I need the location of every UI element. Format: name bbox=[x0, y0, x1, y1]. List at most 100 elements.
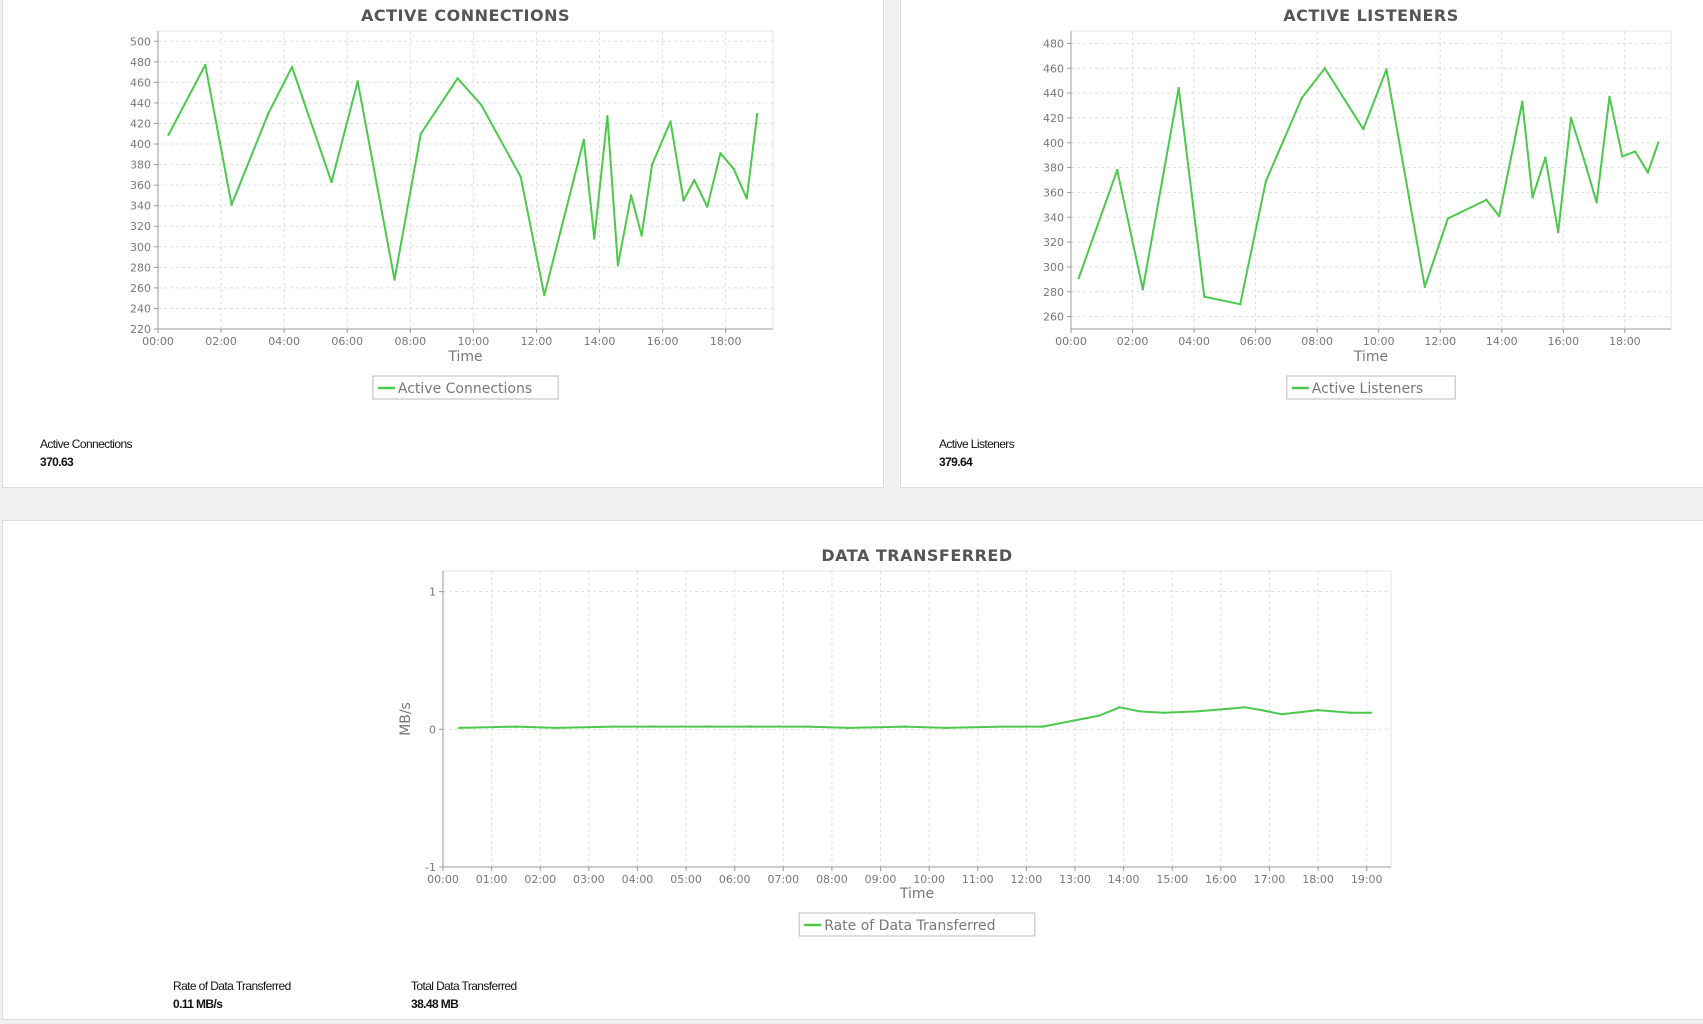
data-point bbox=[1141, 288, 1144, 291]
data-point bbox=[1369, 711, 1372, 715]
data-point bbox=[1423, 285, 1427, 288]
data-point bbox=[706, 205, 709, 208]
y-tick-label: 420 bbox=[1043, 112, 1064, 125]
data-point bbox=[1041, 725, 1044, 728]
data-point bbox=[1569, 116, 1573, 120]
data-point bbox=[1000, 725, 1004, 728]
y-tick-label: 300 bbox=[1043, 261, 1064, 274]
data-point bbox=[1280, 712, 1283, 716]
y-tick-label: 480 bbox=[1043, 37, 1064, 50]
data-point bbox=[1582, 157, 1586, 161]
y-tick-label: 280 bbox=[1043, 286, 1064, 299]
x-tick-label: 08:00 bbox=[816, 873, 848, 886]
data-point bbox=[1521, 100, 1524, 103]
legend: Active Listeners bbox=[1286, 375, 1456, 400]
data-point bbox=[606, 115, 609, 118]
data-point bbox=[1227, 707, 1231, 710]
y-tick-label: 380 bbox=[130, 159, 151, 172]
data-point bbox=[1349, 711, 1352, 715]
y-tick-label: 360 bbox=[1043, 186, 1064, 199]
data-point bbox=[582, 138, 585, 142]
data-point bbox=[1203, 295, 1206, 298]
x-tick-label: 00:00 bbox=[142, 335, 174, 348]
data-point bbox=[555, 726, 558, 730]
data-point bbox=[1531, 196, 1534, 199]
y-tick-label: 420 bbox=[130, 117, 151, 130]
data-point bbox=[1621, 155, 1624, 158]
x-tick-label: 10:00 bbox=[913, 873, 945, 886]
plot-area bbox=[442, 570, 1392, 868]
data-point bbox=[1633, 150, 1637, 153]
data-point bbox=[1195, 710, 1198, 713]
data-point bbox=[230, 203, 233, 206]
x-tick-label: 16:00 bbox=[1205, 873, 1237, 886]
y-tick-label: 380 bbox=[1043, 162, 1064, 175]
x-tick-label: 06:00 bbox=[719, 873, 751, 886]
y-tick-label: 360 bbox=[130, 179, 151, 192]
y-tick-label: 280 bbox=[130, 261, 151, 274]
active-listeners-chart: ACTIVE LISTENERS 260 280 300 320 340 360 380 400… bbox=[1043, 6, 1672, 400]
metric-value: 0.11 MB/s bbox=[173, 997, 223, 1011]
data-point bbox=[650, 163, 654, 166]
data-point bbox=[1138, 710, 1142, 713]
metric-label: Rate of Data Transferred bbox=[173, 979, 291, 993]
y-tick-label: 300 bbox=[130, 241, 151, 254]
data-point bbox=[458, 726, 461, 730]
data-point bbox=[393, 278, 396, 281]
data-point bbox=[1118, 706, 1121, 709]
data-point bbox=[1300, 96, 1303, 100]
x-tick-label: 08:00 bbox=[1301, 335, 1333, 348]
data-point bbox=[611, 725, 615, 728]
x-tick-label: 04:00 bbox=[1178, 335, 1210, 348]
x-tick-label: 09:00 bbox=[865, 873, 897, 886]
data-point bbox=[669, 120, 672, 123]
y-tick-label: 340 bbox=[1043, 211, 1064, 224]
data-point bbox=[1362, 127, 1365, 131]
data-point bbox=[1498, 214, 1501, 218]
data-point bbox=[1595, 201, 1598, 204]
data-point bbox=[356, 80, 359, 83]
metric-value: 38.48 MB bbox=[411, 997, 459, 1011]
data-point bbox=[1656, 141, 1660, 144]
x-tick-label: 12:00 bbox=[1424, 335, 1456, 348]
metric-value: 379.64 bbox=[939, 455, 973, 469]
data-point bbox=[543, 293, 546, 297]
data-point bbox=[290, 65, 294, 69]
data-point bbox=[1385, 68, 1388, 71]
y-tick-label: 400 bbox=[130, 138, 151, 151]
chart-title: ACTIVE LISTENERS bbox=[1283, 6, 1459, 25]
x-tick-label: 14:00 bbox=[1486, 335, 1518, 348]
data-transferred-panel: DATA TRANSFERRED -1 0 1 00:00 01:00 02:00 03:00… bbox=[2, 520, 1703, 1020]
legend-box bbox=[798, 912, 1036, 937]
data-point bbox=[1323, 67, 1327, 70]
total-data-metric: Total Data Transferred 38.48 MB bbox=[411, 977, 517, 1013]
x-tick-label: 17:00 bbox=[1254, 873, 1286, 886]
x-tick-label: 13:00 bbox=[1059, 873, 1091, 886]
y-tick-label: 240 bbox=[130, 302, 151, 315]
y-tick-label: 220 bbox=[130, 323, 151, 336]
y-tick-label: 260 bbox=[1043, 311, 1064, 324]
data-point bbox=[1264, 180, 1268, 183]
data-point bbox=[1115, 168, 1119, 172]
data-point bbox=[944, 726, 947, 730]
x-tick-label: 14:00 bbox=[1108, 873, 1140, 886]
y-tick-label: 1 bbox=[429, 586, 436, 599]
data-point bbox=[1243, 706, 1247, 709]
data-point bbox=[806, 725, 809, 728]
legend-label: Active Listeners bbox=[1312, 381, 1423, 397]
x-tick-label: 08:00 bbox=[394, 335, 426, 348]
legend-label: Rate of Data Transferred bbox=[824, 918, 995, 934]
plot-area bbox=[157, 30, 774, 330]
y-tick-label: 480 bbox=[130, 56, 151, 69]
data-point bbox=[1260, 708, 1263, 712]
y-tick-label: 460 bbox=[130, 76, 151, 89]
data-point bbox=[593, 237, 596, 240]
active-listeners-panel: ACTIVE LISTENERS 260 280 300 320 340 360 380 400… bbox=[900, 0, 1703, 488]
data-point bbox=[1316, 708, 1320, 712]
x-axis-label: Time bbox=[899, 886, 934, 902]
metric-value: 370.63 bbox=[40, 455, 74, 469]
x-tick-label: 14:00 bbox=[584, 335, 616, 348]
data-point bbox=[682, 199, 685, 202]
x-tick-label: 02:00 bbox=[524, 873, 556, 886]
data-point bbox=[692, 178, 696, 182]
